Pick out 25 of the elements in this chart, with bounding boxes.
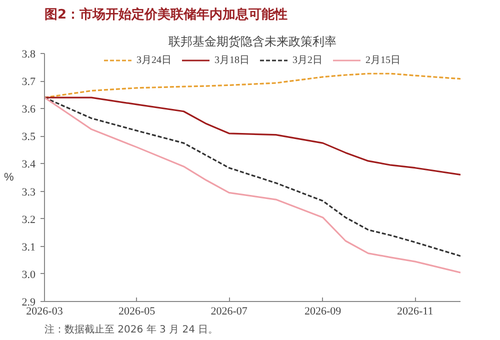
- text: 注：数据截止至 2026 年 3 月 24 日。: [44, 324, 218, 336]
- y-tick-label: 3.1: [22, 241, 36, 254]
- y-tick-label: 2.9: [22, 296, 36, 308]
- line-series: [44, 72, 460, 98]
- legend-label: 2月15日: [366, 54, 400, 67]
- x-tick-label: 2026-07: [210, 306, 248, 318]
- line-series: [44, 96, 460, 176]
- x-tick-label: 2026-11: [396, 306, 434, 318]
- y-tick-label: 3.0: [22, 268, 36, 281]
- y-tick-label: 3.2: [22, 214, 36, 226]
- y-tick-label: 3.6: [22, 104, 36, 116]
- y-tick-label: 3.7: [22, 76, 36, 88]
- chart-title: 图2：市场开始定价美联储年内加息可能性: [44, 6, 288, 22]
- y-axis-title: %: [4, 172, 14, 184]
- y-tick-label: 3.8: [22, 48, 36, 60]
- chart-subtitle: 联邦基金期货隐含未来政策利率: [168, 34, 336, 48]
- x-tick-label: 2026-09: [304, 306, 342, 318]
- y-tick-label: 3.5: [22, 131, 36, 144]
- legend-label: 3月18日: [214, 54, 250, 67]
- x-tick-label: 2026-05: [118, 306, 156, 318]
- legend-label: 3月2日: [292, 54, 322, 67]
- y-tick-label: 3.4: [22, 158, 36, 171]
- legend-label: 3月24日: [136, 54, 172, 67]
- x-tick-label: 2026-03: [26, 306, 64, 318]
- y-tick-label: 3.3: [22, 186, 36, 198]
